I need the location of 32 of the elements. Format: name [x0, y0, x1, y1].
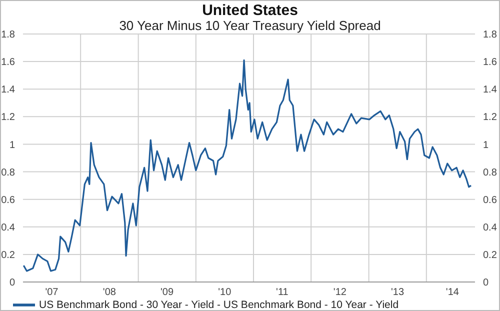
x-tick-label: '09 — [160, 287, 174, 298]
y-tick-label: 0.8 — [1, 167, 16, 178]
y-tick-label: 0.4 — [1, 222, 16, 234]
y2-tick-label: 1.4 — [483, 84, 498, 96]
y2-tick-label: 0.8 — [483, 167, 498, 178]
line-series — [23, 59, 472, 272]
chart-subtitle: 30 Year Minus 10 Year Treasury Yield Spread — [119, 18, 381, 33]
y-tick-label: 1.6 — [1, 57, 16, 68]
y2-tick-label: 1.2 — [483, 112, 498, 124]
y2-tick-label: 0.2 — [483, 250, 498, 261]
y2-tick-label: 0.4 — [483, 222, 498, 234]
y-tick-label: 0.2 — [1, 250, 16, 261]
x-tick-label: '07 — [45, 287, 59, 298]
y-tick-label: 0 — [9, 278, 16, 289]
y2-tick-label: 0.6 — [483, 194, 498, 206]
x-tick-label: '14 — [446, 287, 460, 298]
y-tick-label: 1.2 — [1, 112, 16, 124]
y-tick-label: 1 — [9, 140, 16, 151]
x-tick-label: '13 — [391, 287, 404, 298]
x-tick-label: '10 — [218, 287, 232, 298]
y2-tick-label: 1 — [483, 140, 489, 151]
legend-label: US Benchmark Bond - 30 Year - Yield - US Benchmark Bond - 10 Year - Yield — [39, 298, 399, 311]
x-tick-label: '11 — [276, 287, 289, 298]
x-tick-label: '08 — [102, 287, 116, 298]
x-tick-label: '12 — [333, 287, 347, 298]
y-tick-label: 1.8 — [1, 30, 16, 41]
y2-tick-label: 1.6 — [483, 57, 498, 68]
y2-tick-label: 1.8 — [483, 30, 498, 41]
chart-title: United States — [201, 2, 299, 19]
y-tick-label: 1.4 — [1, 84, 16, 96]
y2-tick-label: 0 — [483, 278, 489, 289]
y-tick-label: 0.6 — [1, 194, 16, 206]
